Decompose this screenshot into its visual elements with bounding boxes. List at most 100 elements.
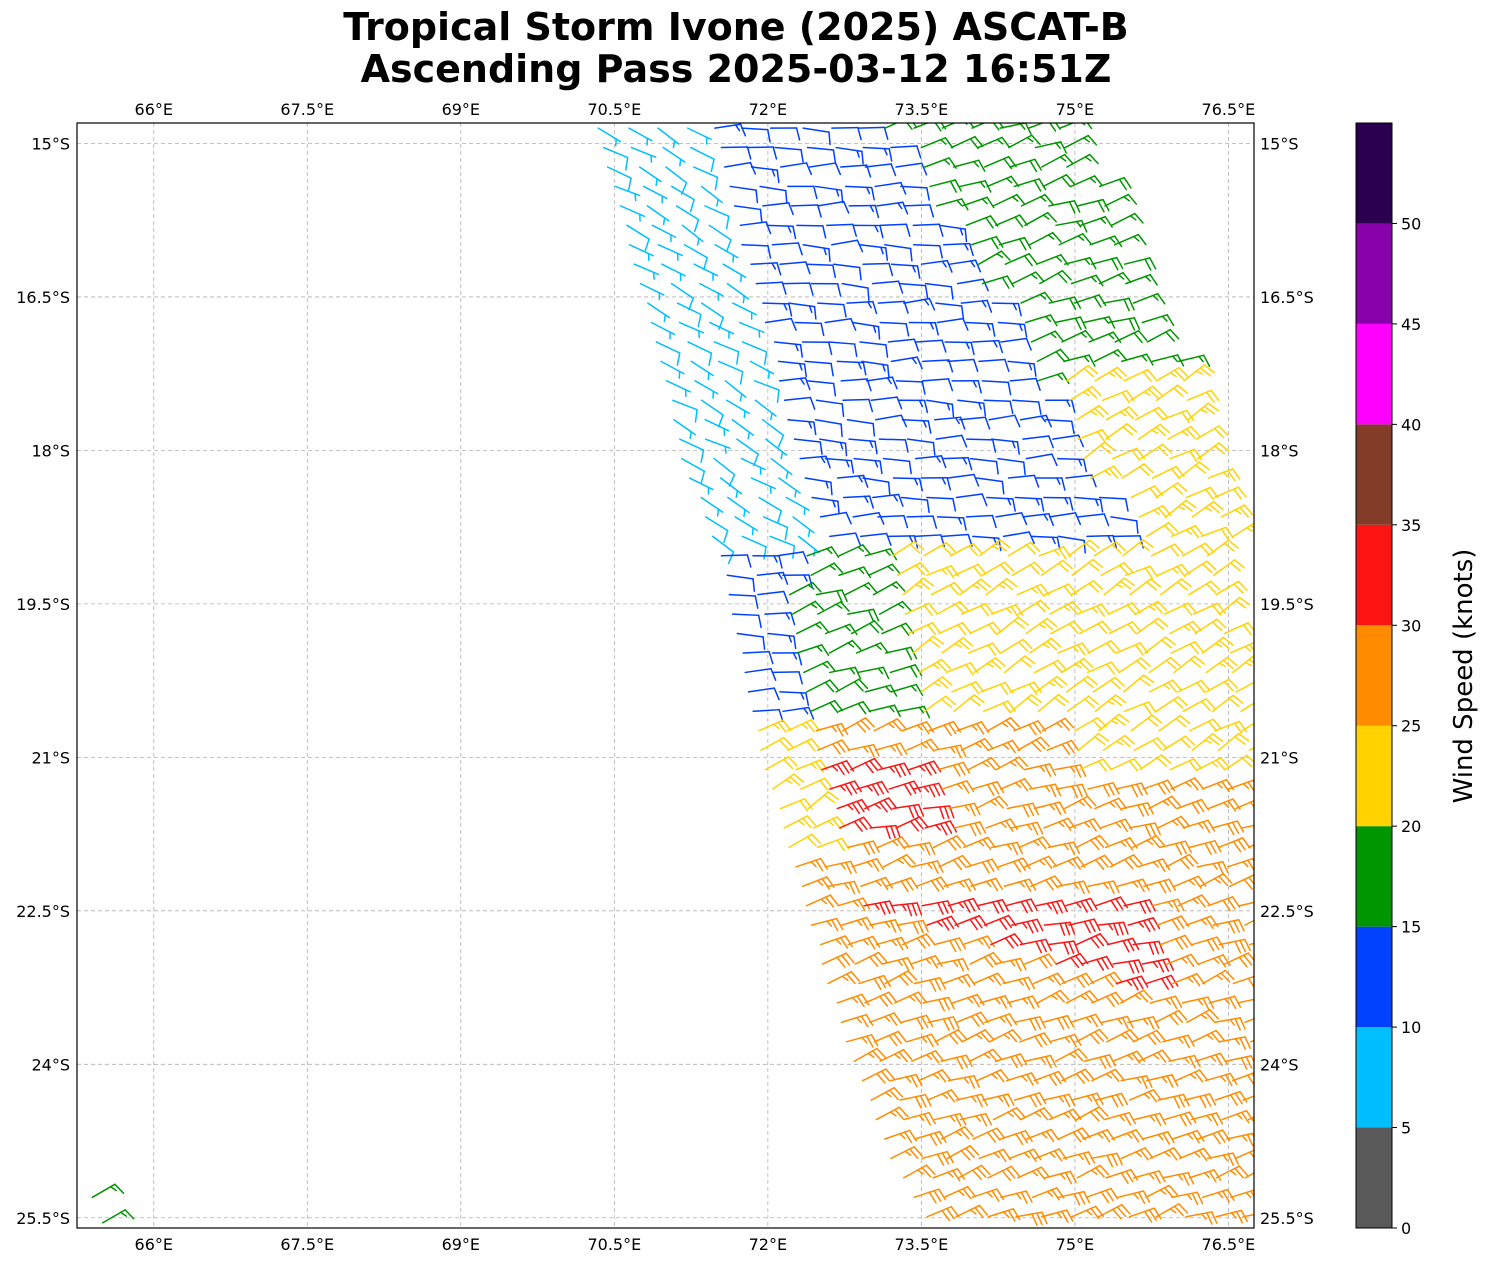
barb-feather (1192, 898, 1199, 905)
barb-feather (1010, 605, 1019, 618)
barb-feather (1238, 732, 1250, 742)
barb-feather (887, 565, 894, 572)
wind-barb (767, 632, 797, 650)
barb-feather (992, 642, 1001, 654)
barb-feather (1157, 859, 1166, 872)
barb-feather (1035, 602, 1046, 613)
barb-staff (1112, 447, 1138, 460)
barb-feather (1206, 1212, 1213, 1225)
wind-barb (921, 378, 954, 392)
barb-staff (708, 224, 732, 241)
wind-barb (1054, 316, 1087, 331)
wind-barb (732, 302, 757, 320)
wind-barb (1248, 747, 1254, 751)
barb-staff (1011, 271, 1037, 285)
barb-staff (947, 358, 975, 363)
barb-feather (848, 881, 856, 895)
barb-feather (1002, 1094, 1010, 1107)
barb-feather (1212, 500, 1224, 511)
barb-feather (1139, 677, 1151, 687)
barb-feather (1243, 954, 1253, 966)
wind-barb (753, 380, 780, 404)
wind-barb (760, 736, 794, 751)
barb-staff (896, 562, 921, 576)
barb-feather (1191, 1192, 1199, 1206)
barb-feather (1006, 275, 1015, 288)
barb-staff (978, 250, 1003, 265)
barb-feather (1110, 899, 1119, 912)
barb-staff (734, 516, 759, 532)
barb-staff (955, 493, 983, 499)
lat-tick-label-right: 25.5°S (1260, 1209, 1314, 1228)
barb-feather (892, 494, 899, 502)
barb-feather (1016, 193, 1026, 206)
barb-staff (1093, 349, 1119, 363)
barb-feather (982, 402, 987, 417)
wind-barb (1130, 714, 1163, 732)
barb-feather (996, 252, 1004, 259)
barb-feather (911, 357, 917, 365)
barb-staff (1041, 153, 1066, 168)
wind-barb (1121, 802, 1154, 817)
barb-feather (662, 217, 666, 226)
barb-feather (1103, 854, 1114, 866)
wind-barb (1157, 1093, 1190, 1109)
wind-barb (766, 224, 797, 240)
barb-feather (827, 820, 835, 826)
wind-barb (1240, 702, 1254, 713)
barb-feather (1012, 498, 1016, 512)
wind-barb (778, 377, 811, 391)
barb-feather (821, 644, 830, 657)
barb-staff (817, 739, 843, 751)
wind-barb (869, 1012, 902, 1026)
barb-feather (874, 440, 878, 455)
barb-feather (799, 377, 805, 385)
barb-staff (983, 155, 1010, 168)
wind-barb (660, 360, 685, 379)
barb-feather (823, 794, 836, 804)
barb-feather (1147, 701, 1157, 713)
wind-barb (759, 185, 788, 204)
barb-feather (1010, 1056, 1018, 1069)
barb-feather (1173, 1095, 1181, 1109)
barb-staff (1065, 675, 1089, 693)
barb-feather (819, 857, 829, 870)
barb-staff (704, 205, 730, 218)
barb-feather (977, 159, 986, 172)
wind-barb (1133, 1112, 1167, 1127)
wind-barb (1194, 1052, 1228, 1067)
wind-barb (657, 127, 680, 149)
barb-feather (1067, 860, 1075, 866)
barb-feather (853, 780, 862, 793)
wind-barb (1124, 565, 1158, 579)
barb-feather (874, 803, 881, 810)
barb-staff (1024, 314, 1052, 324)
barb-staff (1080, 854, 1106, 868)
barb-feather (903, 762, 911, 775)
barb-feather (1099, 498, 1104, 513)
barb-feather (975, 722, 985, 735)
wind-barb (947, 1075, 980, 1089)
barb-feather (1143, 390, 1151, 396)
barb-feather (1173, 1012, 1184, 1023)
barb-feather (989, 800, 997, 806)
barb-feather (827, 791, 840, 800)
barb-feather (776, 510, 783, 524)
wind-barb (764, 756, 798, 771)
wind-barb (807, 380, 837, 397)
barb-feather (1190, 527, 1200, 539)
barb-staff (938, 224, 967, 230)
barb-feather (962, 900, 971, 913)
barb-feather (749, 161, 757, 175)
barb-feather (986, 322, 991, 331)
wind-barb (1123, 368, 1157, 383)
barb-feather (1029, 1018, 1037, 1031)
barb-staff (992, 1107, 1018, 1121)
barb-feather (1210, 1113, 1219, 1126)
barb-staff (1094, 366, 1119, 382)
barb-feather (810, 719, 820, 731)
barb-staff (900, 496, 929, 501)
barb-staff (961, 196, 988, 207)
wind-barb (1227, 779, 1254, 793)
barb-staff (839, 164, 868, 168)
